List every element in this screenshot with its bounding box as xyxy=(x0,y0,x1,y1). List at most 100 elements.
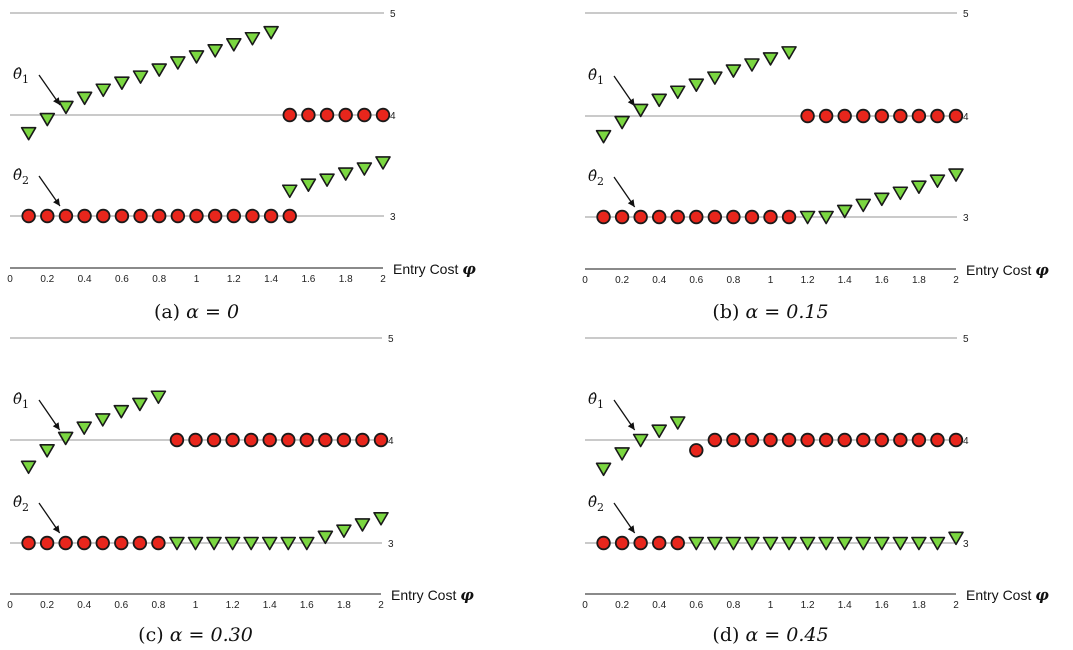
data-point-circle xyxy=(707,209,723,225)
data-point-triangle xyxy=(836,204,853,219)
x-tick-label: 1.2 xyxy=(801,275,815,286)
data-point-triangle xyxy=(317,530,334,545)
y-tick-label: 3 xyxy=(390,212,396,223)
x-tick-label: 0.8 xyxy=(726,600,740,611)
data-point-circle xyxy=(355,432,370,448)
data-point-circle xyxy=(76,535,92,551)
x-axis-label-text: Entry Cost xyxy=(393,261,462,277)
data-point-triangle xyxy=(651,424,668,439)
y-tick-label: 5 xyxy=(390,9,396,20)
panel-caption: (d) α = 0.45 xyxy=(712,624,828,646)
annotation-label: θ̂1 xyxy=(588,390,604,411)
data-point-triangle xyxy=(206,536,222,551)
panel-caption: (c) α = 0.30 xyxy=(138,624,253,646)
data-point-triangle xyxy=(707,536,723,551)
data-point-circle xyxy=(781,432,797,448)
x-tick-label: 0 xyxy=(7,274,13,285)
data-point-circle xyxy=(689,443,704,458)
data-point-circle xyxy=(948,108,964,124)
y-tick-label: 3 xyxy=(963,539,969,550)
data-point-triangle xyxy=(855,198,872,213)
annotation-label: θ̂1 xyxy=(13,65,29,86)
data-point-triangle xyxy=(725,536,742,551)
data-point-circle xyxy=(58,535,73,551)
annotation-symbol: θ̂ xyxy=(13,390,22,408)
caption-math: α = 0.30 xyxy=(170,624,253,646)
data-point-circle xyxy=(170,208,186,224)
x-axis-label-text: Entry Cost xyxy=(391,587,460,603)
x-tick-label: 1.6 xyxy=(875,600,889,611)
x-tick-label: 0 xyxy=(7,600,13,611)
data-point-circle xyxy=(948,432,964,448)
data-point-triangle xyxy=(892,186,909,201)
data-point-triangle xyxy=(799,536,816,551)
data-point-circle xyxy=(596,535,611,551)
data-point-triangle xyxy=(873,536,890,551)
data-point-triangle xyxy=(948,531,964,546)
annotation-label: θ̂2 xyxy=(13,166,29,187)
data-point-triangle xyxy=(632,103,649,118)
annotation-arrowhead xyxy=(53,198,60,206)
data-point-triangle xyxy=(207,44,223,58)
data-point-circle xyxy=(262,432,277,448)
data-point-circle xyxy=(133,208,148,224)
data-point-circle xyxy=(225,432,240,448)
data-point-triangle xyxy=(261,536,278,551)
x-tick-label: 0.4 xyxy=(652,600,666,611)
data-point-triangle xyxy=(298,536,315,551)
chart-panel-d: 5 4 3 0 0.2 0.4 0.6 0.8 1 1.2 1.4 1.6 1.8 2 Entry Cost… xyxy=(582,334,1049,646)
data-point-triangle xyxy=(929,174,946,188)
data-point-triangle xyxy=(354,518,371,532)
x-tick-label: 2 xyxy=(953,600,959,611)
data-point-circle xyxy=(744,209,760,225)
data-point-triangle xyxy=(169,536,185,551)
data-point-triangle xyxy=(20,460,37,475)
data-point-circle xyxy=(652,535,667,551)
y-tick-label: 3 xyxy=(388,539,394,550)
data-point-triangle xyxy=(337,167,354,181)
annotation-symbol: θ̂ xyxy=(13,493,22,511)
data-point-circle xyxy=(911,108,927,124)
y-tick-label: 4 xyxy=(963,112,969,123)
x-tick-label: 0.2 xyxy=(40,274,54,285)
data-point-triangle xyxy=(132,70,149,84)
x-axis-label-symbol: φ xyxy=(1035,586,1049,604)
data-point-triangle xyxy=(799,210,816,225)
x-axis-label: Entry Cost φ xyxy=(966,586,1049,604)
annotation-subscript: 2 xyxy=(597,501,604,514)
x-tick-label: 1.4 xyxy=(263,600,277,611)
data-point-triangle xyxy=(188,50,205,64)
annotation-symbol: θ̂ xyxy=(588,167,597,185)
data-point-circle xyxy=(169,432,185,448)
data-point-triangle xyxy=(725,64,742,78)
x-tick-label: 0 xyxy=(582,600,588,611)
data-point-triangle xyxy=(224,536,241,551)
annotation-subscript: 2 xyxy=(22,174,29,187)
data-point-triangle xyxy=(39,443,55,458)
data-point-circle xyxy=(911,432,927,448)
annotation-subscript: 1 xyxy=(22,73,29,86)
data-point-triangle xyxy=(113,404,130,419)
data-point-circle xyxy=(95,535,110,551)
x-tick-label: 0.6 xyxy=(115,274,129,285)
data-point-circle xyxy=(781,209,797,225)
data-point-circle xyxy=(357,107,372,123)
x-tick-label: 2 xyxy=(953,275,959,286)
x-tick-label: 1.4 xyxy=(838,275,852,286)
annotation-arrowhead xyxy=(627,199,635,207)
data-point-triangle xyxy=(762,52,779,66)
x-axis-label-text: Entry Cost xyxy=(966,587,1035,603)
data-point-circle xyxy=(856,432,871,448)
data-point-circle xyxy=(633,209,648,225)
data-point-circle xyxy=(373,432,389,448)
data-point-triangle xyxy=(94,413,111,427)
data-point-circle xyxy=(818,108,834,124)
annotation-symbol: θ̂ xyxy=(13,166,22,184)
data-point-circle xyxy=(336,432,352,448)
data-point-circle xyxy=(689,209,704,225)
y-tick-label: 5 xyxy=(963,9,969,20)
annotation-arrowhead xyxy=(627,525,635,533)
data-point-triangle xyxy=(336,524,352,538)
data-point-circle xyxy=(893,432,908,448)
